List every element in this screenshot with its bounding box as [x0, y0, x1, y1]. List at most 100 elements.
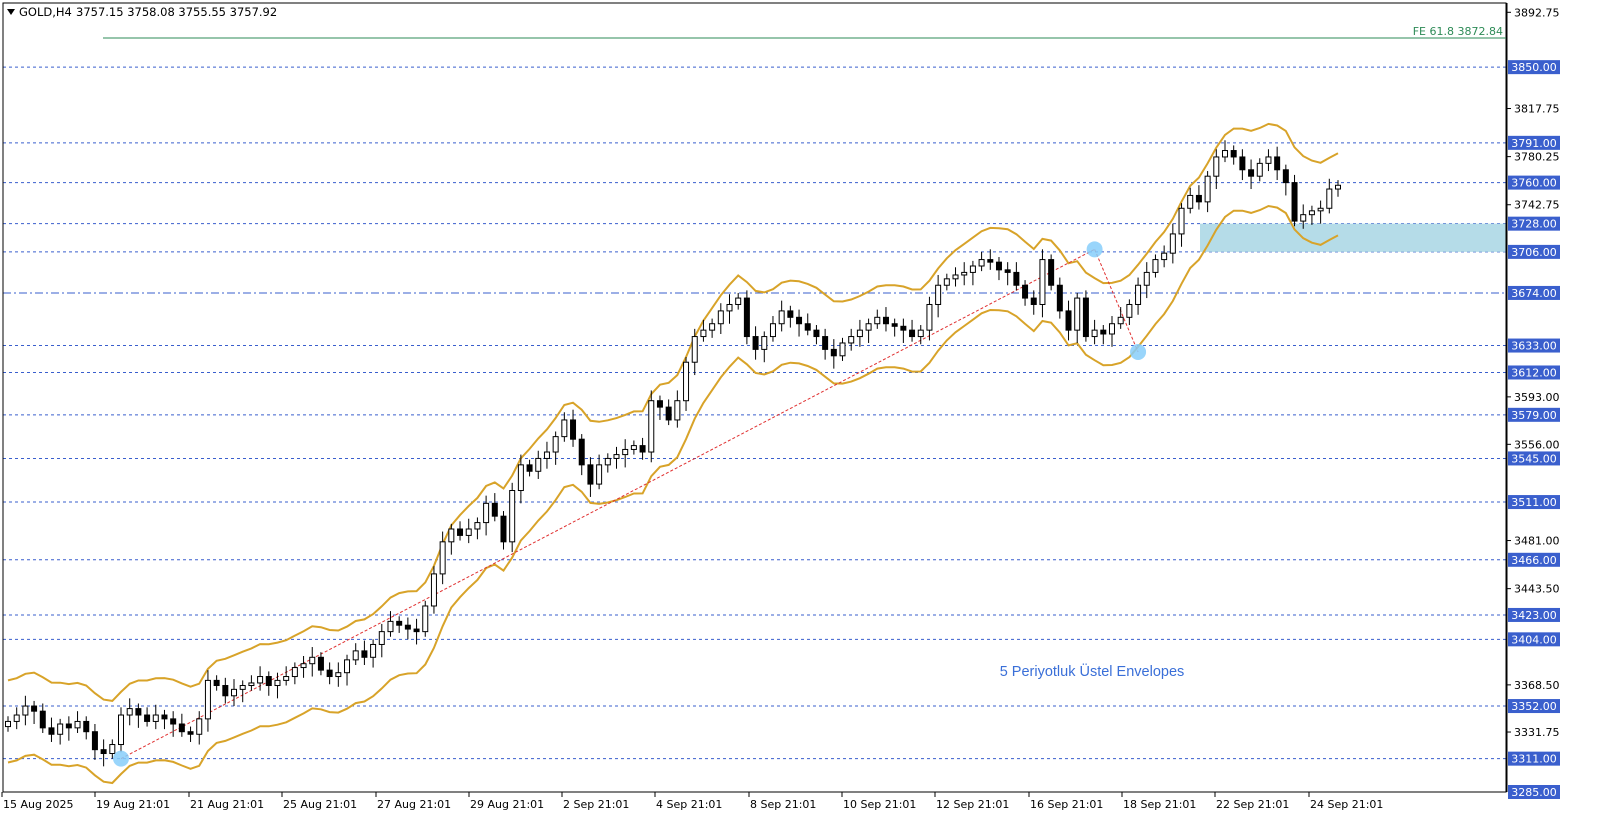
candle-bullish	[865, 323, 872, 331]
price-tick-label: 3331.75	[1514, 726, 1560, 739]
price-tick-label: 3368.50	[1514, 679, 1560, 692]
envelope-upper[interactable]	[7, 122, 1339, 702]
candle-bearish	[178, 723, 185, 733]
candle-bullish	[1317, 207, 1324, 212]
pivot-marker[interactable]	[1130, 343, 1147, 360]
candle-bearish	[1239, 156, 1246, 171]
candle-bullish	[561, 419, 568, 438]
candle-bearish	[813, 329, 820, 338]
candle-bullish	[874, 316, 881, 325]
candle-bearish	[995, 261, 1002, 271]
price-axis[interactable]: 3850.00 3791.00 3760.00 3728.00 3706.00 3674.…	[1507, 6, 1560, 799]
time-tick-label: 22 Sep 21:01	[1216, 798, 1289, 811]
candle-bearish	[91, 731, 98, 751]
level-price-tag	[1508, 338, 1560, 353]
candle-bullish	[769, 323, 776, 338]
candle-bearish	[1048, 259, 1055, 286]
level-price-tag	[1508, 244, 1560, 259]
chart-menu-triangle-icon[interactable]	[7, 9, 15, 15]
candle-bearish	[457, 528, 464, 536]
time-tick-label: 16 Sep 21:01	[1030, 798, 1103, 811]
candle-bullish	[1074, 297, 1081, 331]
candle-bullish	[969, 265, 976, 273]
candle-bullish	[1204, 175, 1211, 203]
candle-bearish	[787, 310, 794, 318]
candle-bullish	[126, 708, 133, 716]
level-price-label: 3466.00	[1511, 554, 1557, 567]
candle-bullish	[248, 682, 255, 687]
candle-bearish	[1030, 297, 1037, 305]
candle-bearish	[1248, 169, 1255, 177]
candle-bearish	[187, 731, 194, 735]
candle-bearish	[665, 406, 672, 421]
candle-bullish	[1221, 150, 1228, 158]
candle-bearish	[909, 329, 916, 338]
price-tick-label: 3817.75	[1514, 103, 1560, 116]
time-tick-label: 21 Aug 21:01	[190, 798, 264, 811]
candle-bearish	[1056, 284, 1063, 312]
symbol-label: GOLD,H4	[19, 5, 72, 19]
candle-bearish	[500, 515, 507, 543]
candle-bullish	[674, 400, 681, 421]
candle-bullish	[1135, 284, 1142, 305]
candle-bearish	[1013, 271, 1020, 286]
time-tick-label: 2 Sep 21:01	[563, 798, 629, 811]
candle-bullish	[952, 274, 959, 280]
trend-line-down[interactable]	[1094, 249, 1139, 353]
level-price-tag	[1508, 607, 1560, 622]
level-price-tag	[1508, 407, 1560, 422]
candle-bullish	[239, 685, 246, 690]
candle-bullish	[604, 457, 611, 466]
level-price-tag	[1508, 751, 1560, 766]
candlestick-series	[5, 140, 1341, 767]
candle-bullish	[5, 720, 11, 728]
candle-bullish	[283, 676, 290, 681]
level-price-label: 3285.00	[1511, 786, 1557, 799]
candle-bearish	[1274, 156, 1281, 171]
candle-bullish	[535, 457, 542, 472]
candle-bullish	[22, 705, 29, 716]
level-price-label: 3791.00	[1511, 137, 1557, 150]
pivot-marker[interactable]	[1086, 241, 1103, 258]
time-axis[interactable]: 15 Aug 2025 19 Aug 21:01 21 Aug 21:01 25 Au…	[1, 792, 1383, 811]
candle-bullish	[926, 303, 933, 331]
candle-bullish	[543, 451, 550, 459]
candle-bullish	[1091, 329, 1098, 338]
candle-bearish	[1022, 284, 1029, 299]
level-price-tag	[1508, 175, 1560, 190]
candle-bullish	[630, 445, 637, 450]
candle-bullish	[683, 361, 690, 402]
candle-bullish	[1335, 184, 1341, 190]
trend-line-up[interactable]	[120, 248, 1095, 760]
candle-bearish	[743, 297, 750, 338]
candle-bullish	[648, 400, 655, 453]
level-price-label: 3579.00	[1511, 409, 1557, 422]
candle-bullish	[57, 723, 64, 735]
level-price-tag	[1508, 285, 1560, 300]
candle-bullish	[717, 310, 724, 325]
candle-bullish	[761, 336, 768, 350]
candle-bullish	[1117, 316, 1124, 325]
candle-bullish	[387, 620, 394, 633]
plot-frame	[2, 2, 1507, 793]
candle-bullish	[978, 259, 985, 267]
pivot-marker[interactable]	[113, 750, 130, 767]
candle-bullish	[1308, 210, 1315, 216]
candle-bearish	[317, 656, 324, 671]
candle-bearish	[48, 727, 55, 735]
envelope-lower[interactable]	[7, 204, 1339, 785]
time-tick-label: 27 Aug 21:01	[377, 798, 451, 811]
candle-bearish	[100, 749, 107, 755]
candle-bullish	[943, 278, 950, 286]
candle-bearish	[31, 705, 38, 712]
price-tick-label: 3593.00	[1514, 391, 1560, 404]
candle-bearish	[656, 400, 663, 408]
candle-bullish	[1161, 252, 1168, 261]
candle-bearish	[987, 259, 994, 263]
candle-bearish	[587, 464, 594, 485]
candle-bullish	[917, 329, 924, 338]
support-zone-rect[interactable]	[1200, 223, 1506, 252]
candle-bullish	[378, 631, 385, 645]
candle-bullish	[1326, 188, 1333, 209]
